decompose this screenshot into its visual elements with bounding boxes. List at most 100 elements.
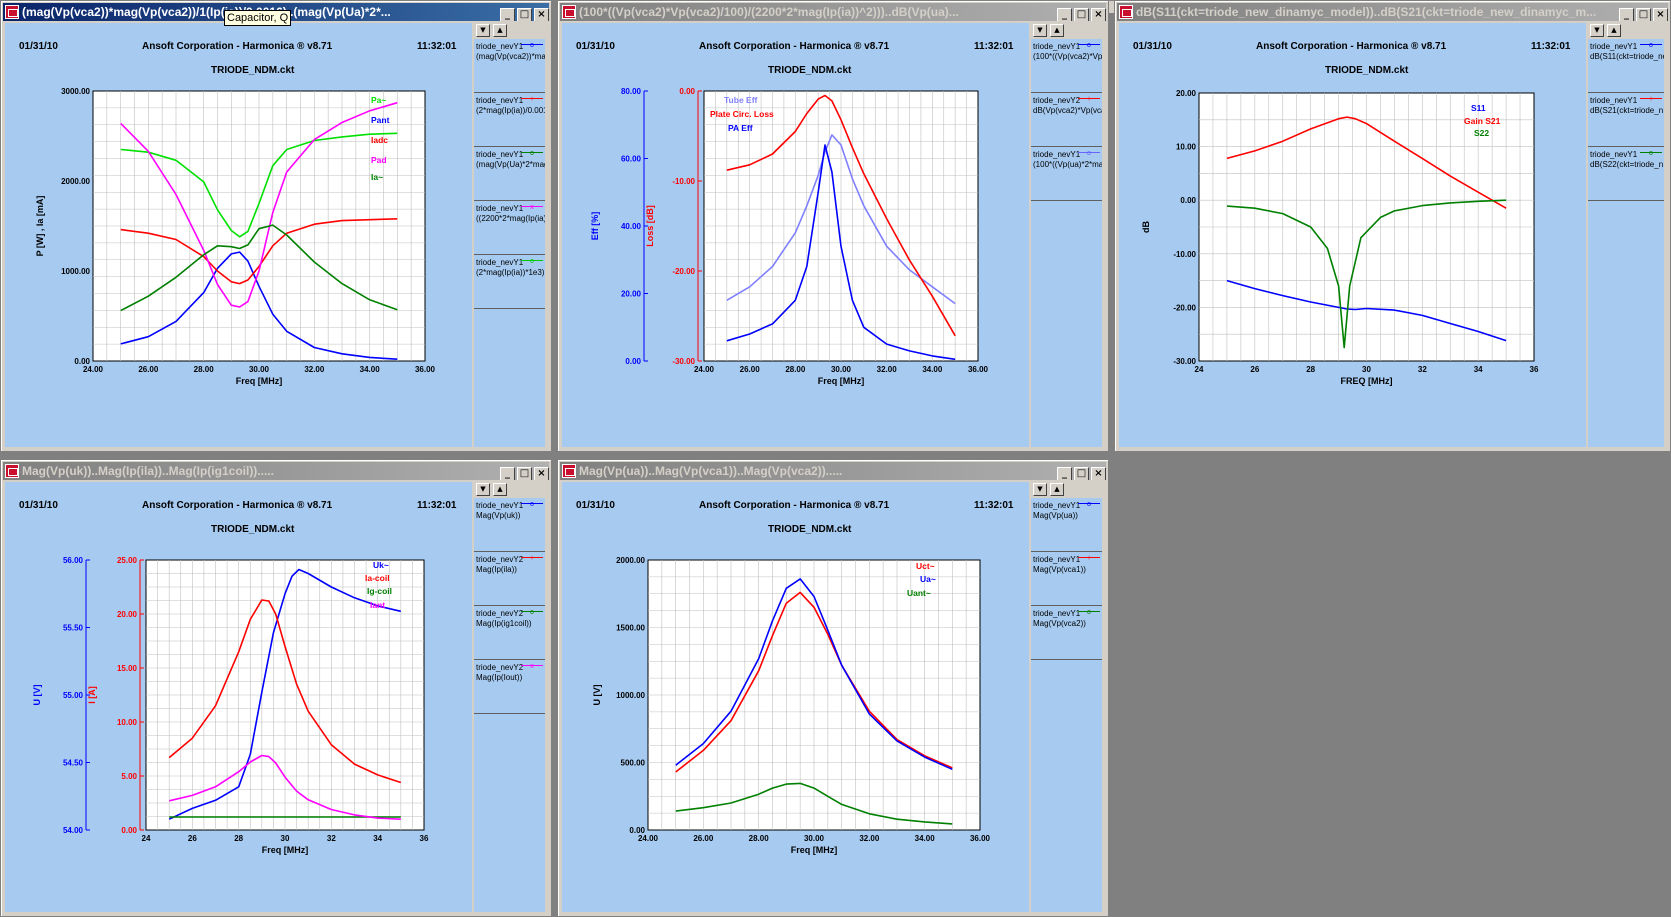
plot-company: Ansoft Corporation - Harmonica ® v8.71	[699, 500, 890, 511]
series-line-tube-eff	[726, 134, 956, 305]
chart-window-sparams[interactable]: dB(S11(ckt=triode_new_dinamyc_model))..d…	[1114, 0, 1671, 452]
scroll-down-button[interactable]: ▼	[1033, 24, 1047, 37]
tooltip: Capacitor, Q	[224, 10, 292, 26]
series-label: Ia-coil	[365, 573, 390, 583]
minimize-button[interactable]: _	[1619, 8, 1634, 21]
maximize-button[interactable]: □	[1074, 8, 1089, 21]
chart-window-currents[interactable]: Mag(Vp(uk))..Mag(Ip(ila))..Mag(Ip(ig1coi…	[0, 459, 552, 917]
legend-entry-expression: dB(S21(ckt=triode_n	[1590, 106, 1664, 115]
x-tick-label: 26.00	[740, 365, 761, 374]
maximize-button[interactable]: □	[1074, 467, 1089, 480]
window-titlebar[interactable]: Mag(Vp(uk))..Mag(Ip(ila))..Mag(Ip(ig1coi…	[3, 462, 549, 480]
y-tick-label: -10.00	[672, 177, 695, 186]
plot-date: 01/31/10	[1133, 41, 1172, 52]
chart-window-efficiency[interactable]: (100*((Vp(vca2)*Vp(vca2)/100)/(2200*2*ma…	[557, 0, 1109, 452]
legend-entry-expression: Mag(Ip(Iout))	[476, 673, 523, 682]
legend-entry[interactable]: triode_nevY2 dB(Vp(vca2)*Vp(vca +	[1031, 93, 1102, 147]
y-tick-label: 10.00	[1176, 143, 1197, 152]
chart-window-voltages[interactable]: Mag(Vp(ua))..Mag(Vp(vca1))..Mag(Vp(vca2)…	[557, 459, 1109, 917]
scroll-up-button[interactable]: ▲	[493, 24, 507, 37]
scroll-up-button[interactable]: ▲	[493, 483, 507, 496]
scroll-down-button[interactable]: ▼	[1033, 483, 1047, 496]
plot-circuit: TRIODE_NDM.ckt	[1325, 65, 1409, 76]
legend-entry[interactable]: triode_nevY1 dB(S11(ckt=triode_ne o	[1588, 39, 1664, 93]
legend-line-marker: o	[521, 258, 543, 267]
minimize-button[interactable]: _	[500, 467, 515, 480]
legend-entry[interactable]: triode_nevY1 (mag(Vp(Ua)*2*mag o	[474, 147, 545, 201]
legend-entry[interactable]: triode_nevY1 ((2200*2*mag(Ip(ia) x	[474, 201, 545, 255]
x-tick-label: 30.00	[831, 365, 852, 374]
y-axis-label: dB	[1141, 221, 1151, 233]
series-label: Plate Circ. Loss	[710, 109, 774, 119]
series-label: Pad	[371, 155, 387, 165]
x-tick-label: 30	[1362, 365, 1371, 374]
legend-line-marker: o	[521, 501, 543, 510]
maximize-button[interactable]: □	[1636, 8, 1651, 21]
scroll-up-button[interactable]: ▲	[1050, 24, 1064, 37]
x-tick-label: 30.00	[249, 365, 270, 374]
x-tick-label: 28.00	[785, 365, 806, 374]
legend-entry[interactable]: triode_nevY1 dB(S22(ckt=triode_n o	[1588, 147, 1664, 201]
chart-power: 24.00 26.00 28.00 30.00 32.00 34.00 36.00 Freq …	[35, 87, 436, 386]
window-titlebar[interactable]: (100*((Vp(vca2)*Vp(vca2)/100)/(2200*2*ma…	[560, 3, 1106, 21]
legend-entry[interactable]: triode_nevY1 Mag(Vp(uk)) o	[474, 498, 545, 552]
minimize-button[interactable]: _	[1057, 8, 1072, 21]
x-axis-label: FREQ [MHz]	[1341, 376, 1393, 386]
chart-efficiency: 24.00 26.00 28.00 30.00 32.00 34.00 36.00 Freq …	[590, 87, 989, 386]
legend-entry-circuit: triode_nevY1	[1590, 150, 1638, 159]
y-tick-label: 2000.00	[61, 177, 90, 186]
legend-entry-circuit: triode_nevY1	[1033, 609, 1081, 618]
legend-entry[interactable]: triode_nevY2 Mag(Ip(ig1coil)) o	[474, 606, 545, 660]
chart-window-power[interactable]: (mag(Vp(vca2))*mag(Vp(vca2))/1(Ip(ia))/0…	[0, 0, 552, 452]
series-label: Uct~	[916, 561, 935, 571]
close-button[interactable]: ×	[534, 467, 549, 480]
maximize-button[interactable]: □	[517, 467, 532, 480]
x-tick-label: 36.00	[970, 834, 991, 843]
legend-entry[interactable]: triode_nevY1 (2*mag(Ip(ia))/0.001 +	[474, 93, 545, 147]
plot-frame	[647, 559, 981, 831]
y-tick-label: 0.00	[121, 826, 137, 835]
legend-entry[interactable]: triode_nevY1 (100*((Vp(vca2)*Vp(v o	[1031, 39, 1102, 93]
y-tick-label: 25.00	[117, 556, 138, 565]
series-line-s11	[1226, 279, 1507, 342]
series-label: Ia~	[371, 172, 383, 182]
series-line-pant	[120, 251, 398, 360]
y-tick-label: 0.00	[74, 357, 90, 366]
scroll-down-button[interactable]: ▼	[1590, 24, 1604, 37]
scroll-down-button[interactable]: ▼	[476, 483, 490, 496]
legend-entry[interactable]: triode_nevY2 Mag(Ip(ila)) +	[474, 552, 545, 606]
y-tick-label: -20.00	[1173, 303, 1196, 312]
close-button[interactable]: ×	[1091, 467, 1106, 480]
maximize-button[interactable]: □	[517, 8, 532, 21]
x-tick-label: 30	[281, 834, 290, 843]
close-button[interactable]: ×	[1091, 8, 1106, 21]
legend-entry-expression: Mag(Ip(ig1coil))	[476, 619, 532, 628]
legend-entry[interactable]: triode_nevY1 Mag(Vp(vca1)) +	[1031, 552, 1102, 606]
x-tick-label: 24.00	[694, 365, 715, 374]
y-axis-label-left: U [V]	[32, 685, 42, 706]
legend-entry[interactable]: triode_nevY1 (mag(Vp(vca2))*mag o	[474, 39, 545, 93]
y-tick-label: 3000.00	[61, 87, 90, 96]
legend-entry[interactable]: triode_nevY1 (2*mag(Ip(ia))*1e3) o	[474, 255, 545, 309]
scroll-up-button[interactable]: ▲	[1050, 483, 1064, 496]
legend-entry[interactable]: triode_nevY1 Mag(Vp(ua)) o	[1031, 498, 1102, 552]
y-tick-label: 20.00	[621, 290, 642, 299]
close-button[interactable]: ×	[1653, 8, 1668, 21]
legend-entry[interactable]: triode_nevY2 Mag(Ip(Iout)) x	[474, 660, 545, 714]
legend-entry[interactable]: triode_nevY1 dB(S21(ckt=triode_n +	[1588, 93, 1664, 147]
series-label: Pa~	[371, 95, 386, 105]
minimize-button[interactable]: _	[1057, 467, 1072, 480]
legend-entry[interactable]: triode_nevY1 Mag(Vp(vca2)) o	[1031, 606, 1102, 660]
y-tick-label: 40.00	[621, 222, 642, 231]
legend-entry[interactable]: triode_nevY1 (100*((Vp(ua)*2*mag o	[1031, 147, 1102, 201]
legend-line-marker: o	[1640, 42, 1662, 51]
legend-entry-circuit: triode_nevY1	[1590, 96, 1638, 105]
window-titlebar[interactable]: dB(S11(ckt=triode_new_dinamyc_model))..d…	[1117, 3, 1668, 21]
plot-company: Ansoft Corporation - Harmonica ® v8.71	[142, 500, 333, 511]
x-tick-label: 28	[234, 834, 243, 843]
minimize-button[interactable]: _	[500, 8, 515, 21]
scroll-up-button[interactable]: ▲	[1607, 24, 1621, 37]
scroll-down-button[interactable]: ▼	[476, 24, 490, 37]
close-button[interactable]: ×	[534, 8, 549, 21]
window-titlebar[interactable]: Mag(Vp(ua))..Mag(Vp(vca1))..Mag(Vp(vca2)…	[560, 462, 1106, 480]
